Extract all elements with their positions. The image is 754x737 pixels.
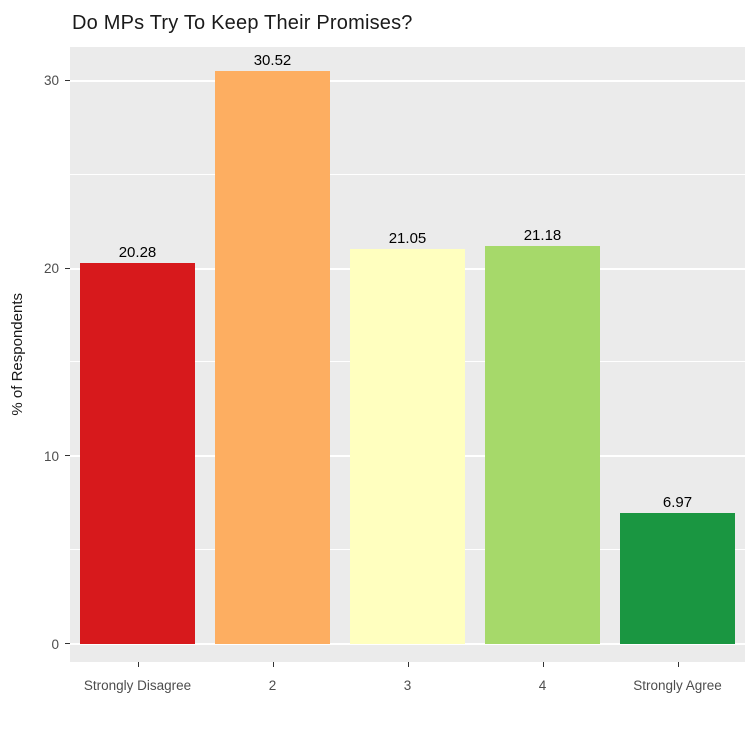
gridline-major [70,79,745,82]
x-tick-mark [137,662,139,667]
y-axis-title: % of Respondents [6,47,28,662]
x-tick-text: Strongly Agree [633,678,722,693]
x-tick-mark [272,662,274,667]
y-tick-mark [65,79,70,81]
plot-panel: 20.28 30.52 21.05 21.18 6.97 [70,47,745,662]
bar [215,71,330,644]
bar-value-label: 21.18 [523,227,562,245]
bar-value-label: 20.28 [118,244,157,262]
y-tick-mark [65,643,70,644]
gridline-minor [70,173,745,175]
bar-value-label: 21.05 [388,229,427,247]
y-axis: 0 10 20 30 [28,47,70,662]
y-tick-label: 20 [43,260,59,276]
y-tick-label: 0 [51,636,59,652]
bar [350,248,465,644]
x-tick-mark [542,662,544,667]
x-tick-text: 2 [268,678,277,693]
x-tick-mark [677,662,679,667]
bar-value-label: 6.97 [662,494,693,512]
chart-title: Do MPs Try To Keep Their Promises? [72,12,413,34]
x-tick-mark [407,662,409,667]
x-tick-text: 4 [538,678,547,693]
x-tick-text: Strongly Disagree [83,678,192,693]
bar-slot: 21.05 [340,47,475,644]
y-tick-mark [65,455,70,457]
y-tick-label: 10 [43,448,59,464]
bar-slot: 21.18 [475,47,610,644]
x-tick-label: 3 [340,662,475,706]
bar [80,263,195,644]
x-tick-label: Strongly Disagree [70,662,205,706]
bar-value-label: 30.52 [253,52,292,70]
x-tick-label: Strongly Agree [610,662,745,706]
bar [485,246,600,644]
bar-slot: 20.28 [70,47,205,644]
bar-slot: 6.97 [610,47,745,644]
gridline-major [70,643,745,645]
y-tick-label: 30 [43,73,59,89]
bar-slot: 30.52 [205,47,340,644]
chart-body: % of Respondents 0 10 20 30 20.28 30.52 21.05… [6,47,745,706]
y-axis-title-text: % of Respondents [8,293,26,416]
x-tick-label: 4 [475,662,610,706]
y-tick-mark [65,267,70,269]
x-axis: Strongly Disagree 2 3 4 Strongly Agree [70,662,745,706]
bar [620,513,735,644]
x-tick-label: 2 [205,662,340,706]
x-tick-text: 3 [403,678,412,693]
bars-container: 20.28 30.52 21.05 21.18 6.97 [70,47,745,644]
